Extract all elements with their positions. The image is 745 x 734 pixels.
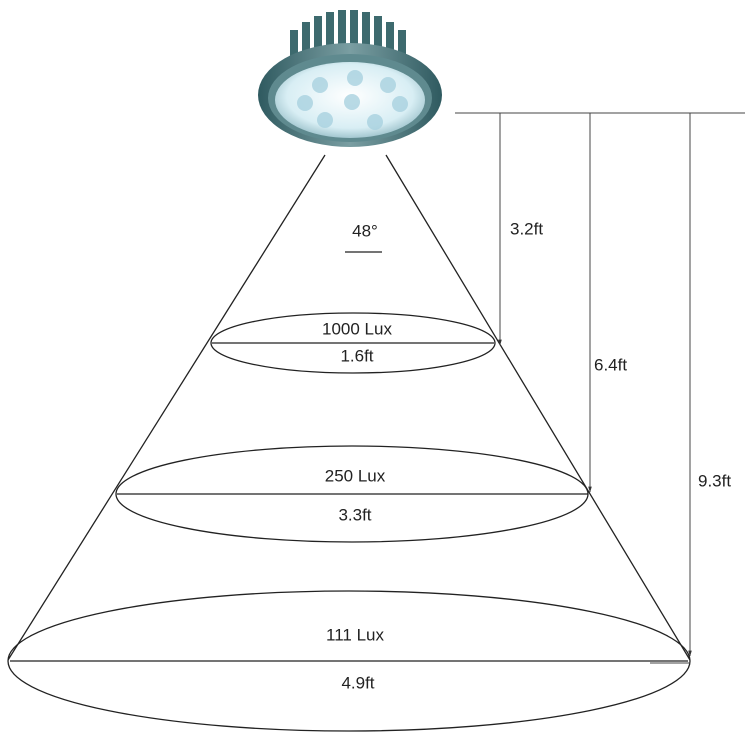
distance-label: 9.3ft (698, 471, 731, 490)
diameter-label: 4.9ft (341, 673, 374, 692)
lux-label: 250 Lux (325, 466, 386, 485)
distance-label: 3.2ft (510, 219, 543, 238)
cone (7, 154, 691, 732)
lamp (258, 10, 442, 147)
lux-label: 1000 Lux (322, 319, 392, 338)
diameter-label: 1.6ft (340, 346, 373, 365)
diameter-label: 3.3ft (338, 505, 371, 524)
lux-label: 111 Lux (326, 625, 384, 644)
distance-label: 6.4ft (594, 355, 627, 374)
angle-label: 48° (352, 221, 378, 240)
dimensions (455, 112, 745, 664)
